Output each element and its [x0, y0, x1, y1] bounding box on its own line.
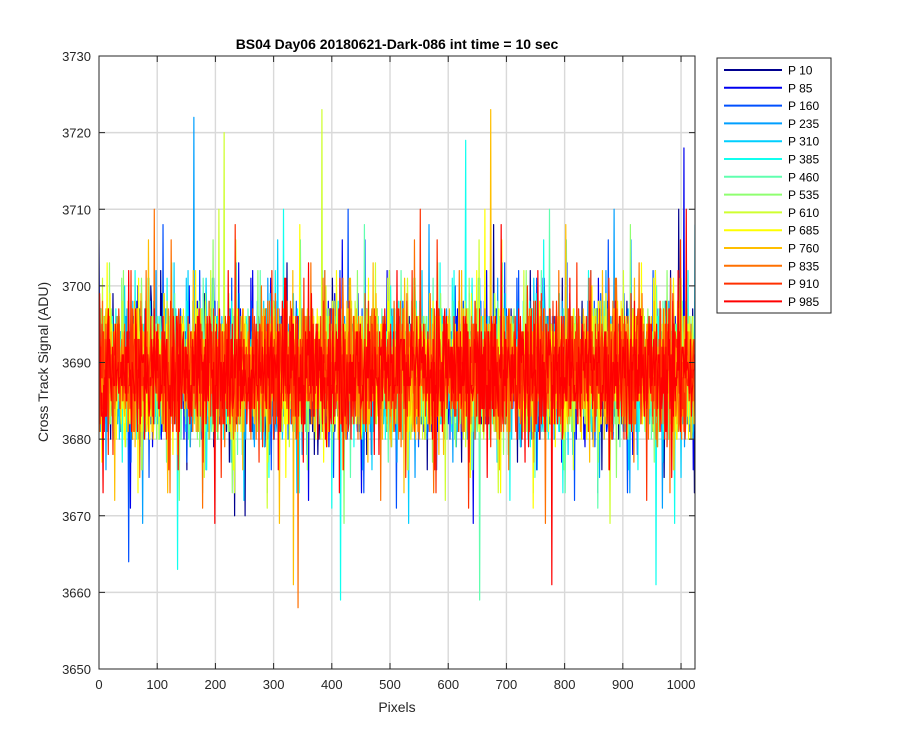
chart-title: BS04 Day06 20180621-Dark-086 int time = …	[236, 36, 559, 52]
y-tick-label: 3680	[62, 432, 91, 447]
legend-box	[716, 57, 832, 314]
y-axis-label: Cross Track Signal (ADU)	[35, 282, 51, 442]
x-tick-label: 800	[554, 677, 576, 692]
y-tick-label: 3660	[62, 585, 91, 600]
legend-label: P 535	[788, 188, 819, 202]
series-layer	[99, 109, 695, 609]
legend-label: P 910	[788, 277, 819, 291]
x-tick-label: 0	[95, 677, 102, 692]
series-line	[99, 208, 695, 586]
y-tick-label: 3690	[62, 356, 91, 371]
legend-label: P 610	[788, 206, 819, 220]
legend-label: P 160	[788, 99, 819, 113]
legend-label: P 835	[788, 259, 819, 273]
y-tick-label: 3700	[62, 279, 91, 294]
legend-label: P 385	[788, 153, 819, 167]
y-tick-label: 3710	[62, 202, 91, 217]
x-tick-label: 200	[205, 677, 227, 692]
y-tick-label: 3650	[62, 662, 91, 677]
x-tick-label: 900	[612, 677, 634, 692]
x-tick-label: 100	[146, 677, 168, 692]
y-tick-label: 3720	[62, 126, 91, 141]
x-tick-label: 1000	[667, 677, 696, 692]
legend-label: P 985	[788, 295, 819, 309]
x-tick-label: 400	[321, 677, 343, 692]
legend-label: P 760	[788, 242, 819, 256]
x-tick-label: 500	[379, 677, 401, 692]
x-tick-labels: 0 100 200 300 400 500 600 700 800 900 1000	[95, 677, 695, 692]
legend-label: P 460	[788, 170, 819, 184]
x-tick-label: 700	[496, 677, 518, 692]
y-tick-label: 3670	[62, 509, 91, 524]
x-tick-label: 600	[437, 677, 459, 692]
legend-label: P 85	[788, 81, 813, 95]
legend-label: P 235	[788, 117, 819, 131]
legend-label: P 685	[788, 224, 819, 238]
y-tick-labels: 3650 3660 3670 3680 3690 3700 3710 3720 3730	[62, 49, 91, 677]
x-axis-label: Pixels	[378, 699, 415, 715]
legend-label: P 310	[788, 135, 819, 149]
legend: P 10 P 85 P 160 P 235 P 310 P 385 P 460 P 535 P …	[716, 57, 832, 314]
legend-label: P 10	[788, 64, 813, 78]
axis-ticks	[98, 55, 695, 670]
x-tick-label: 300	[263, 677, 285, 692]
y-tick-label: 3730	[62, 49, 91, 64]
